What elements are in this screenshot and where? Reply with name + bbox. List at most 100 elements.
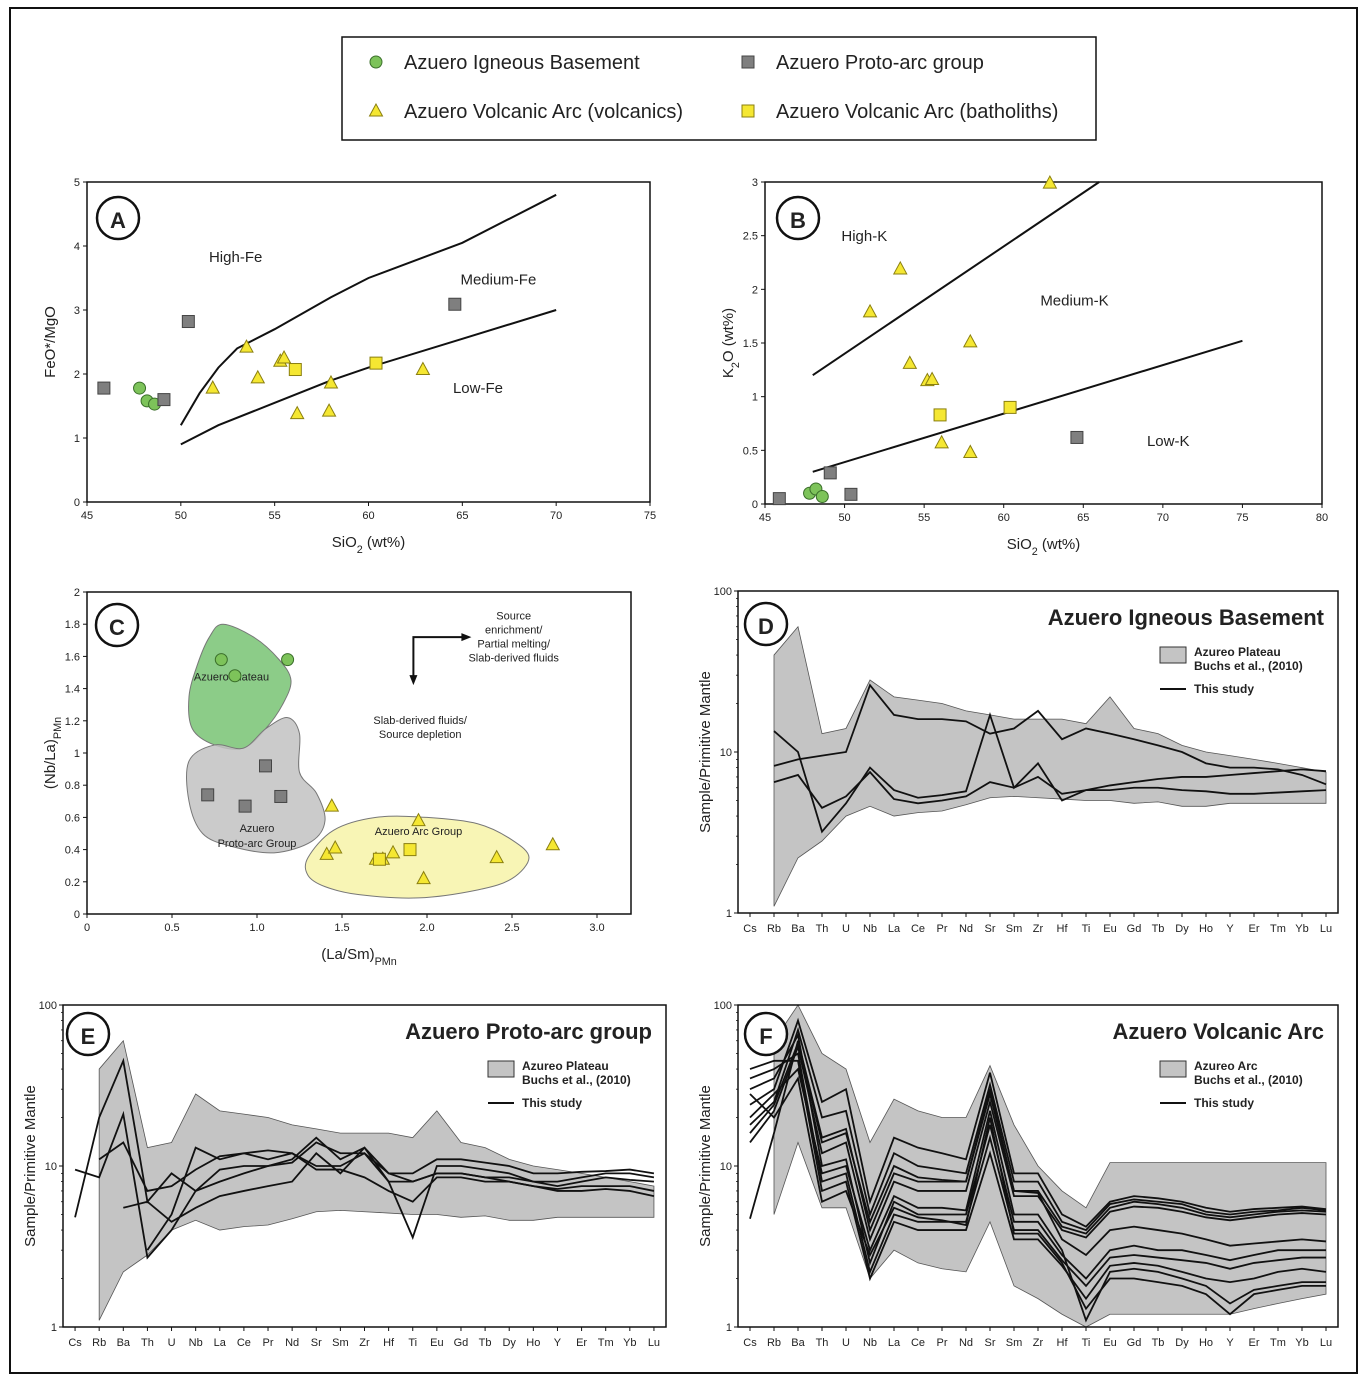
x-tick-label: Lu bbox=[1320, 1337, 1332, 1349]
legend-line-label: This study bbox=[522, 1096, 582, 1110]
panel-letter-circle bbox=[95, 195, 141, 241]
x-tick-label: Sr bbox=[985, 1337, 996, 1349]
x-tick-label: Lu bbox=[648, 1337, 660, 1349]
x-tick-label: Ti bbox=[1082, 1337, 1091, 1349]
boundary-line bbox=[812, 181, 1100, 377]
panel-e: 1 10 100 Cs Rb Ba Th U Nb La Ce Pr Nd Sr Sm Zr Hf Ti Eu Gd T… bbox=[22, 1000, 667, 1349]
x-tick-label: La bbox=[214, 1337, 227, 1349]
x-tick-label: Ti bbox=[1082, 923, 1091, 935]
point-proto bbox=[1070, 430, 1084, 444]
x-tick-label: 50 bbox=[838, 512, 850, 524]
panel-letter-circle bbox=[743, 1011, 789, 1057]
x-tick-label: Tb bbox=[1152, 923, 1165, 935]
x-tick-label: Ba bbox=[791, 1337, 805, 1349]
panel-letter: A bbox=[110, 208, 126, 233]
point-arc_volc bbox=[489, 849, 505, 864]
x-tick-label: Th bbox=[816, 923, 829, 935]
y-tick-label: 5 bbox=[74, 177, 80, 189]
y-tick-label: 100 bbox=[39, 1000, 57, 1012]
x-tick-label: Y bbox=[1226, 1337, 1234, 1349]
panel-letter-circle bbox=[65, 1011, 111, 1057]
y-tick-label: 1 bbox=[752, 392, 758, 404]
x-tick-label: 50 bbox=[175, 510, 187, 522]
y-tick-label: 2.5 bbox=[743, 231, 758, 243]
y-tick-label: 4 bbox=[74, 241, 80, 253]
series-line bbox=[749, 1026, 1327, 1232]
y-tick-label: 0 bbox=[752, 499, 758, 511]
y-axis-label: Sample/Primitive Mantle bbox=[697, 1085, 714, 1247]
field-proto_field bbox=[186, 717, 326, 854]
point-arc_volc bbox=[411, 812, 426, 827]
y-tick-label: 100 bbox=[714, 586, 732, 598]
y-tick-label: 1 bbox=[74, 748, 80, 760]
y-tick-label: 1 bbox=[51, 1322, 57, 1334]
x-tick-label: Y bbox=[554, 1337, 562, 1349]
y-axis-label: K2O (wt%) bbox=[720, 308, 742, 378]
x-tick-label: Dy bbox=[502, 1337, 516, 1349]
legend-shaded-label: Azureo Arc Buchs et al., (2010) bbox=[1194, 1059, 1303, 1087]
series-line bbox=[749, 1067, 1326, 1323]
panel-letter-circle bbox=[743, 601, 789, 647]
x-tick-label: Rb bbox=[767, 1337, 781, 1349]
legend: Azuero Igneous Basement Azuero Proto-arc … bbox=[341, 36, 1097, 141]
x-tick-label: Lu bbox=[1320, 923, 1332, 935]
x-tick-label: 65 bbox=[456, 510, 468, 522]
x-tick-label: Nd bbox=[959, 1337, 973, 1349]
x-tick-label: 0 bbox=[84, 922, 90, 934]
point-arc_volc bbox=[323, 374, 339, 389]
x-tick-label: Gd bbox=[1127, 923, 1142, 935]
x-tick-label: Pr bbox=[937, 1337, 948, 1349]
x-tick-label: Tb bbox=[479, 1337, 492, 1349]
x-tick-label: Rb bbox=[92, 1337, 106, 1349]
legend-marker-proto bbox=[741, 55, 755, 69]
x-tick-label: Zr bbox=[1033, 923, 1044, 935]
point-proto bbox=[844, 487, 858, 501]
x-tick-label: Ce bbox=[237, 1337, 251, 1349]
series-line bbox=[749, 1040, 1327, 1257]
x-tick-label: Nb bbox=[189, 1337, 203, 1349]
reference-envelope bbox=[773, 625, 1327, 907]
legend-line-label: This study bbox=[1194, 682, 1254, 696]
point-arc_bath bbox=[933, 408, 947, 422]
point-arc_bath bbox=[1003, 400, 1017, 414]
y-tick-label: 2 bbox=[74, 587, 80, 599]
point-proto bbox=[259, 759, 272, 773]
x-tick-label: 65 bbox=[1077, 512, 1089, 524]
y-tick-label: 0 bbox=[74, 497, 80, 509]
point-proto bbox=[772, 492, 786, 506]
panel-letter-circle bbox=[775, 195, 821, 241]
x-tick-label: Nd bbox=[285, 1337, 299, 1349]
point-arc_volc bbox=[289, 405, 305, 420]
x-tick-label: 75 bbox=[644, 510, 656, 522]
x-tick-label: 0.5 bbox=[164, 922, 179, 934]
x-tick-label: Nd bbox=[959, 923, 973, 935]
y-tick-label: 0.5 bbox=[743, 445, 758, 457]
x-tick-label: Ti bbox=[408, 1337, 417, 1349]
x-tick-label: Dy bbox=[1175, 923, 1189, 935]
point-proto bbox=[238, 799, 252, 813]
x-tick-label: La bbox=[888, 923, 901, 935]
x-tick-label: Yb bbox=[623, 1337, 636, 1349]
x-tick-label: Hf bbox=[1057, 1337, 1069, 1349]
x-tick-label: Ce bbox=[911, 923, 925, 935]
x-tick-label: Ho bbox=[1199, 1337, 1213, 1349]
x-tick-label: Sr bbox=[311, 1337, 322, 1349]
y-axis-label: Sample/Primitive Mantle bbox=[22, 1085, 39, 1247]
x-tick-label: 75 bbox=[1236, 512, 1248, 524]
legend-line-label: This study bbox=[1194, 1096, 1254, 1110]
y-tick-label: 1.8 bbox=[65, 619, 80, 631]
series-line bbox=[773, 683, 1327, 786]
y-tick-label: 10 bbox=[720, 747, 732, 759]
x-tick-label: Nb bbox=[863, 923, 877, 935]
y-tick-label: 1 bbox=[726, 1322, 732, 1334]
y-tick-label: 1 bbox=[74, 433, 80, 445]
legend-label-proto: Azuero Proto-arc group bbox=[776, 52, 984, 74]
x-tick-label: 60 bbox=[998, 512, 1010, 524]
point-proto bbox=[823, 466, 837, 480]
legend-label-arc_bath: Azuero Volcanic Arc (batholiths) bbox=[776, 101, 1058, 123]
x-tick-label: Rb bbox=[767, 923, 781, 935]
arrow-right-text: Source enrichment/Partial melting/Slab-de… bbox=[468, 610, 559, 664]
legend-shaded-swatch bbox=[1159, 646, 1187, 664]
series-line bbox=[749, 1059, 1327, 1301]
